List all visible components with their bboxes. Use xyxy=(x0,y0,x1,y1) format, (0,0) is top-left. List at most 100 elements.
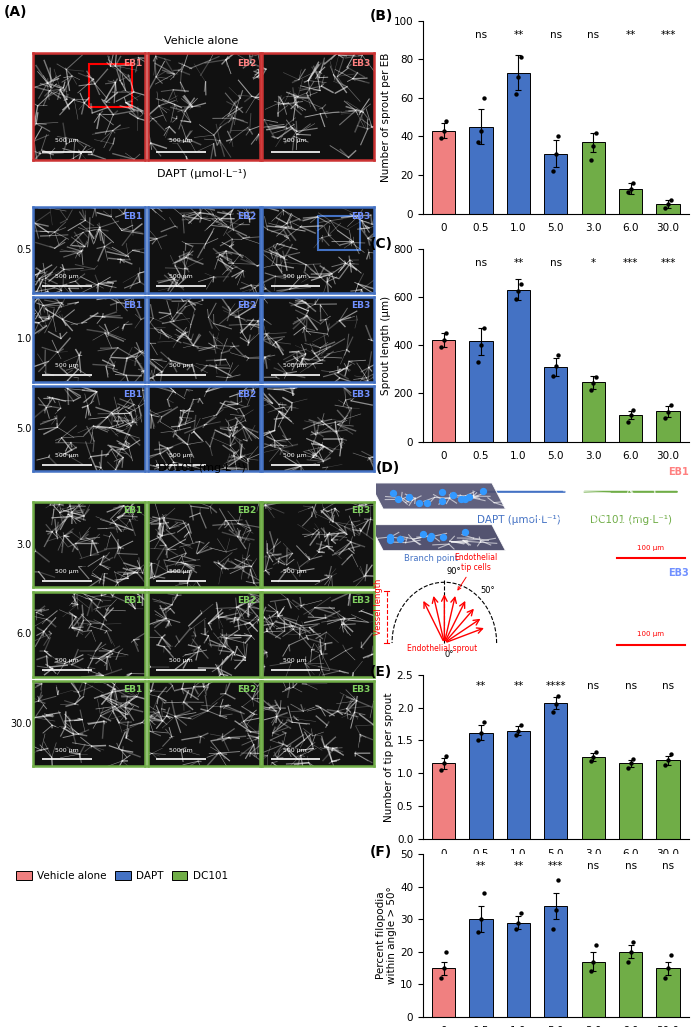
Text: 500 μm: 500 μm xyxy=(283,453,307,458)
Point xyxy=(473,924,484,941)
Bar xyxy=(582,142,605,214)
Point xyxy=(628,934,639,950)
Bar xyxy=(89,64,132,107)
Text: (F): (F) xyxy=(370,845,392,859)
Text: 500 μm: 500 μm xyxy=(169,138,193,143)
Point xyxy=(436,339,447,355)
Text: EB2: EB2 xyxy=(237,685,256,694)
Text: 90°: 90° xyxy=(447,567,461,576)
Point xyxy=(553,347,564,364)
Text: EB2: EB2 xyxy=(237,212,256,221)
Text: 3.0: 3.0 xyxy=(17,540,32,549)
Bar xyxy=(582,382,605,442)
Point xyxy=(436,969,447,986)
Text: **: ** xyxy=(513,861,523,871)
Text: EB1: EB1 xyxy=(123,301,142,310)
Y-axis label: Sprout length (μm): Sprout length (μm) xyxy=(381,296,391,394)
Bar xyxy=(544,367,567,442)
Point xyxy=(475,337,487,353)
Point xyxy=(437,528,448,544)
Text: EB3: EB3 xyxy=(351,301,370,310)
Point xyxy=(590,745,602,761)
Point xyxy=(585,151,596,167)
Text: EB1: EB1 xyxy=(123,212,142,221)
Text: 500 μm: 500 μm xyxy=(169,453,193,458)
Text: ***: *** xyxy=(548,861,564,871)
Text: 500 μm: 500 μm xyxy=(283,569,307,574)
Point xyxy=(625,407,636,423)
Point xyxy=(392,491,404,507)
Text: ns: ns xyxy=(662,681,674,691)
Point xyxy=(551,695,562,712)
Point xyxy=(441,944,452,960)
Bar xyxy=(582,961,605,1017)
Point xyxy=(513,914,524,930)
Text: DC101 (mg·L⁻¹): DC101 (mg·L⁻¹) xyxy=(158,463,245,473)
Point xyxy=(585,753,596,769)
Point xyxy=(625,181,636,197)
Text: EB3: EB3 xyxy=(351,596,370,605)
Text: 0.5: 0.5 xyxy=(17,245,32,255)
Point xyxy=(628,751,639,767)
Bar xyxy=(470,341,493,442)
Point xyxy=(585,963,596,980)
Text: ns: ns xyxy=(625,681,637,691)
Text: **: ** xyxy=(513,30,523,40)
Point xyxy=(516,905,527,921)
Point xyxy=(665,192,676,208)
Text: ns: ns xyxy=(662,861,674,871)
Text: DAPT (μmol·L⁻¹): DAPT (μmol·L⁻¹) xyxy=(157,168,246,179)
Text: DAPT (μmol·L⁻¹): DAPT (μmol·L⁻¹) xyxy=(477,515,560,525)
Point xyxy=(660,199,671,216)
Text: 500 μm: 500 μm xyxy=(169,748,193,753)
Text: 500 μm: 500 μm xyxy=(283,274,307,279)
Bar xyxy=(507,730,530,839)
Bar xyxy=(432,968,455,1017)
Text: **: ** xyxy=(625,30,636,40)
Text: EB2: EB2 xyxy=(237,596,256,605)
Point xyxy=(622,953,634,969)
Text: 500 μm: 500 μm xyxy=(283,138,307,143)
Text: (B): (B) xyxy=(370,9,393,23)
Text: ns: ns xyxy=(625,861,637,871)
Point xyxy=(385,529,396,545)
Legend: Vehicle alone, DAPT, DC101: Vehicle alone, DAPT, DC101 xyxy=(12,867,232,885)
Point xyxy=(662,404,673,420)
Text: 1.0: 1.0 xyxy=(17,335,32,344)
Text: EB2: EB2 xyxy=(237,390,256,400)
Bar xyxy=(657,968,680,1017)
Text: EB3: EB3 xyxy=(351,212,370,221)
Bar xyxy=(470,126,493,214)
Bar xyxy=(544,154,567,214)
Bar xyxy=(470,919,493,1017)
Text: 100 μm: 100 μm xyxy=(637,544,664,550)
Bar xyxy=(619,763,642,839)
Bar xyxy=(544,703,567,839)
Text: **: ** xyxy=(513,258,523,268)
Point xyxy=(441,748,452,764)
Point xyxy=(478,714,489,730)
Text: EB1: EB1 xyxy=(123,506,142,516)
Text: 500 μm: 500 μm xyxy=(55,138,79,143)
Point xyxy=(590,369,602,385)
Bar xyxy=(657,760,680,839)
Point xyxy=(510,291,521,307)
Point xyxy=(628,402,639,418)
Bar xyxy=(432,763,455,839)
Point xyxy=(548,368,559,384)
Point xyxy=(421,495,432,511)
Text: 6.0: 6.0 xyxy=(17,630,32,639)
Point xyxy=(665,396,676,413)
Text: (C): (C) xyxy=(370,237,393,251)
Point xyxy=(513,282,524,299)
Text: ***: *** xyxy=(623,258,638,268)
Point xyxy=(551,146,562,162)
Text: EB3: EB3 xyxy=(351,390,370,400)
Text: DC101 (mg·L⁻¹): DC101 (mg·L⁻¹) xyxy=(590,515,672,525)
Bar xyxy=(657,412,680,442)
Point xyxy=(436,762,447,778)
Text: EB1: EB1 xyxy=(123,596,142,605)
Text: DC101 (mg·L⁻¹): DC101 (mg·L⁻¹) xyxy=(590,287,672,297)
Text: DAPT (μmol·L⁻¹): DAPT (μmol·L⁻¹) xyxy=(477,902,560,912)
Point xyxy=(473,732,484,749)
